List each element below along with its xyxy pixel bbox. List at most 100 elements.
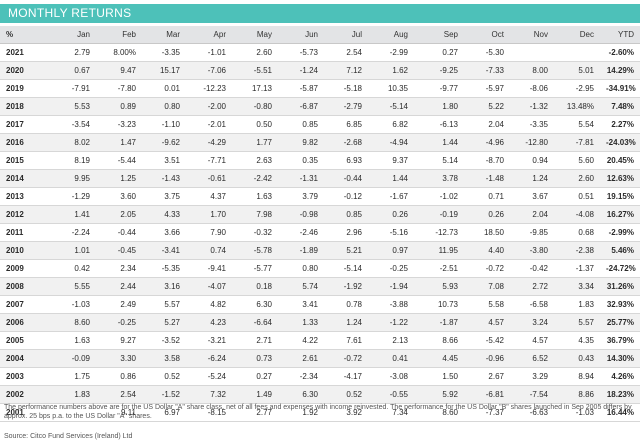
return-cell: 1.63 bbox=[52, 331, 96, 350]
ytd-cell: 2.27% bbox=[600, 115, 640, 134]
return-cell: -1.87 bbox=[414, 313, 464, 332]
return-cell: 6.30 bbox=[278, 385, 324, 404]
return-cell: -5.42 bbox=[464, 331, 510, 350]
table-row: 2004 -0.09 3.30 3.58 -6.24 0.73 2.61 -0.72 0.41 4… bbox=[0, 349, 640, 368]
return-cell: -3.88 bbox=[368, 295, 414, 314]
ytd-cell: 18.23% bbox=[600, 385, 640, 404]
return-cell: 13.48% bbox=[554, 97, 600, 116]
return-cell: 0.27 bbox=[232, 367, 278, 386]
return-cell: 8.60 bbox=[414, 403, 464, 422]
return-cell: 8.00% bbox=[96, 43, 142, 62]
return-cell: -4.29 bbox=[186, 133, 232, 152]
return-cell: 1.77 bbox=[232, 133, 278, 152]
ytd-cell: 16.27% bbox=[600, 205, 640, 224]
column-header-oct: Oct bbox=[464, 26, 510, 44]
return-cell: -0.19 bbox=[414, 205, 464, 224]
return-cell: -2.38 bbox=[554, 241, 600, 260]
return-cell: -5.78 bbox=[232, 241, 278, 260]
column-header-jul: Jul bbox=[324, 26, 368, 44]
return-cell: 1.92 bbox=[278, 403, 324, 422]
return-cell: -2.79 bbox=[324, 97, 368, 116]
ytd-cell: 12.63% bbox=[600, 169, 640, 188]
return-cell: -5.73 bbox=[278, 43, 324, 62]
table-row: 2005 1.63 9.27 -3.52 -3.21 2.71 4.22 7.61 2.13 8.… bbox=[0, 331, 640, 350]
ytd-cell: 20.45% bbox=[600, 151, 640, 170]
return-cell: -0.96 bbox=[464, 349, 510, 368]
table-row: 2014 9.95 1.25 -1.43 -0.61 -2.42 -1.31 -0.44 1.4… bbox=[0, 169, 640, 188]
return-cell: 4.57 bbox=[464, 313, 510, 332]
return-cell: -0.09 bbox=[52, 349, 96, 368]
return-cell: -5.30 bbox=[464, 43, 510, 62]
return-cell: 11.95 bbox=[414, 241, 464, 260]
source-note: Source: Citco Fund Services (Ireland) Lt… bbox=[4, 433, 133, 440]
return-cell: 2.60 bbox=[232, 43, 278, 62]
return-cell: 5.74 bbox=[278, 277, 324, 296]
year-cell: 2017 bbox=[0, 115, 52, 134]
return-cell: 6.85 bbox=[324, 115, 368, 134]
return-cell: 7.90 bbox=[186, 223, 232, 242]
return-cell: -3.80 bbox=[510, 241, 554, 260]
return-cell: 10.35 bbox=[368, 79, 414, 98]
return-cell: -0.25 bbox=[368, 259, 414, 278]
return-cell: 8.86 bbox=[554, 385, 600, 404]
return-cell: 2.72 bbox=[510, 277, 554, 296]
return-cell: 5.93 bbox=[414, 277, 464, 296]
return-cell: -9.62 bbox=[142, 133, 186, 152]
return-cell: 9.11 bbox=[96, 403, 142, 422]
return-cell: -0.80 bbox=[232, 97, 278, 116]
return-cell: 5.21 bbox=[324, 241, 368, 260]
column-header-feb: Feb bbox=[96, 26, 142, 44]
year-cell: 2013 bbox=[0, 187, 52, 206]
return-cell: -5.97 bbox=[464, 79, 510, 98]
return-cell: 1.49 bbox=[232, 385, 278, 404]
return-cell: 6.97 bbox=[142, 403, 186, 422]
return-cell: 4.45 bbox=[414, 349, 464, 368]
year-cell: 2018 bbox=[0, 97, 52, 116]
column-header-jan: Jan bbox=[52, 26, 96, 44]
return-cell: -2.24 bbox=[52, 223, 96, 242]
return-cell: 7.61 bbox=[324, 331, 368, 350]
return-cell: -9.85 bbox=[510, 223, 554, 242]
ytd-cell: 14.30% bbox=[600, 349, 640, 368]
table-row: 2003 1.75 0.86 0.52 -5.24 0.27 -2.34 -4.17 -3.08… bbox=[0, 367, 640, 386]
return-cell: 5.01 bbox=[554, 61, 600, 80]
ytd-cell: -24.03% bbox=[600, 133, 640, 152]
ytd-cell: 31.26% bbox=[600, 277, 640, 296]
return-cell: 2.77 bbox=[232, 403, 278, 422]
return-cell: 5.57 bbox=[142, 295, 186, 314]
return-cell: 4.57 bbox=[510, 331, 554, 350]
return-cell: -5.16 bbox=[368, 223, 414, 242]
return-cell: -2.00 bbox=[186, 97, 232, 116]
return-cell: -5.87 bbox=[278, 79, 324, 98]
table-row: 2001 9.11 6.97 -8.15 2.77 1.92 3.92 7.34 8.60 -7.… bbox=[0, 403, 640, 422]
year-cell: 2006 bbox=[0, 313, 52, 332]
return-cell: -2.46 bbox=[278, 223, 324, 242]
return-cell: 6.30 bbox=[232, 295, 278, 314]
table-row: 2015 8.19 -5.44 3.51 -7.71 2.63 0.35 6.93 9.37 5.… bbox=[0, 151, 640, 170]
table-row: 2009 0.42 2.34 -5.35 -9.41 -5.77 0.80 -5.14 -0.2… bbox=[0, 259, 640, 278]
return-cell: 0.80 bbox=[278, 259, 324, 278]
return-cell: 18.50 bbox=[464, 223, 510, 242]
table-body: 2021 2.79 8.00% -3.35 -1.01 2.60 -5.73 2.54 -2.9… bbox=[0, 43, 640, 422]
year-cell: 2020 bbox=[0, 61, 52, 80]
column-header-may: May bbox=[232, 26, 278, 44]
return-cell: -6.81 bbox=[464, 385, 510, 404]
return-cell: 7.08 bbox=[464, 277, 510, 296]
return-cell: 5.54 bbox=[554, 115, 600, 134]
table-row: 2007 -1.03 2.49 5.57 4.82 6.30 3.41 0.78 -3.88 10… bbox=[0, 295, 640, 314]
return-cell: 2.04 bbox=[510, 205, 554, 224]
return-cell: 4.33 bbox=[142, 205, 186, 224]
return-cell: -1.67 bbox=[368, 187, 414, 206]
table-row: 2008 5.55 2.44 3.16 -4.07 0.18 5.74 -1.92 -1.94 5… bbox=[0, 277, 640, 296]
return-cell: -7.71 bbox=[186, 151, 232, 170]
return-cell: -4.08 bbox=[554, 205, 600, 224]
return-cell: 0.74 bbox=[186, 241, 232, 260]
return-cell: 17.13 bbox=[232, 79, 278, 98]
return-cell: 4.22 bbox=[278, 331, 324, 350]
return-cell: -0.12 bbox=[324, 187, 368, 206]
return-cell: 2.54 bbox=[96, 385, 142, 404]
year-cell: 2010 bbox=[0, 241, 52, 260]
year-cell: 2004 bbox=[0, 349, 52, 368]
return-cell: 0.51 bbox=[554, 187, 600, 206]
column-header-ytd: YTD bbox=[600, 26, 640, 44]
